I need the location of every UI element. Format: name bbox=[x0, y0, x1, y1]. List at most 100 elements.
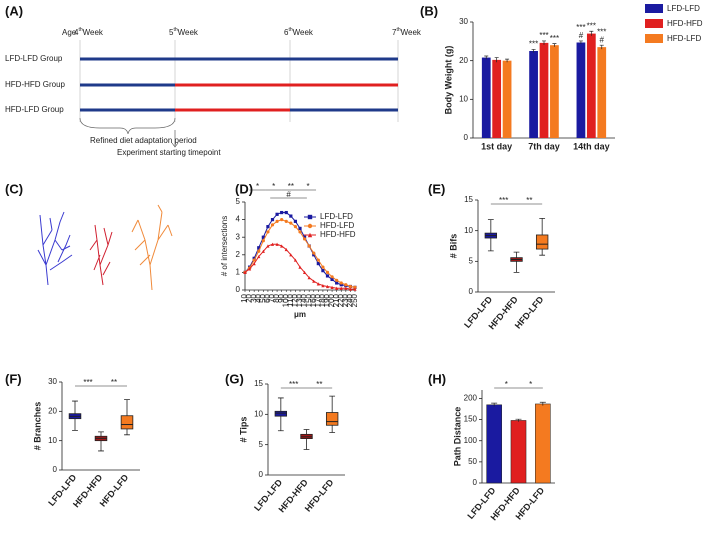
panel-label: (F) bbox=[5, 371, 22, 386]
group-label: LFD-LFD Group bbox=[5, 54, 63, 63]
significance-label: *** bbox=[499, 196, 508, 205]
marker bbox=[353, 287, 357, 291]
x-tick-label: 180 bbox=[318, 293, 327, 307]
marker bbox=[348, 287, 353, 291]
error-bar bbox=[539, 401, 546, 406]
marker bbox=[275, 219, 279, 223]
marker bbox=[257, 246, 261, 250]
marker bbox=[302, 270, 307, 274]
x-tick-label: 120 bbox=[291, 293, 300, 307]
whisker bbox=[513, 251, 520, 273]
marker bbox=[316, 282, 320, 286]
marker bbox=[298, 226, 302, 230]
y-tick-label: 10 bbox=[254, 409, 263, 418]
week-label: 7thWeek bbox=[392, 27, 422, 37]
week-number: 7 bbox=[392, 28, 397, 37]
y-tick-label: 30 bbox=[48, 377, 57, 386]
significance-label: *** bbox=[539, 31, 548, 40]
error-bar bbox=[505, 58, 510, 63]
significance-label: *** bbox=[289, 380, 298, 389]
significance-label: * bbox=[256, 182, 259, 191]
x-tick-label: 1st day bbox=[481, 141, 512, 151]
marker bbox=[335, 286, 339, 290]
box bbox=[535, 234, 549, 250]
marker bbox=[280, 210, 284, 215]
marker bbox=[353, 285, 357, 289]
bar bbox=[510, 420, 527, 484]
y-tick-label: 0 bbox=[259, 470, 264, 479]
marker bbox=[335, 278, 339, 282]
legend-swatch bbox=[645, 4, 663, 13]
box bbox=[274, 410, 288, 417]
significance-label: # bbox=[600, 35, 605, 44]
whisker bbox=[98, 431, 104, 452]
marker bbox=[344, 286, 348, 290]
significance-label: * bbox=[529, 380, 532, 389]
marker bbox=[293, 258, 298, 262]
x-tick-label: 210 bbox=[332, 293, 341, 307]
week-unit: Week bbox=[178, 28, 199, 37]
week-label: 6thWeek bbox=[284, 27, 314, 37]
significance-label: # bbox=[286, 190, 291, 199]
marker bbox=[261, 239, 265, 243]
marker bbox=[293, 219, 298, 223]
y-tick-label: 200 bbox=[464, 394, 478, 403]
marker bbox=[257, 249, 261, 253]
marker bbox=[252, 258, 256, 262]
x-tick-label: 230 bbox=[341, 293, 350, 307]
marker bbox=[280, 218, 284, 222]
marker bbox=[330, 285, 334, 289]
marker bbox=[280, 244, 284, 248]
marker bbox=[270, 242, 275, 246]
legend-label: HFD-LFD bbox=[667, 34, 701, 43]
y-tick-label: 2 bbox=[236, 250, 241, 259]
box bbox=[120, 415, 134, 430]
marker bbox=[312, 279, 316, 283]
significance-label: *** bbox=[529, 40, 538, 49]
bar bbox=[502, 60, 512, 138]
significance-label: *** bbox=[576, 23, 585, 32]
age-label: Age bbox=[62, 28, 77, 37]
x-tick-label: 190 bbox=[323, 293, 332, 307]
y-tick-label: 5 bbox=[259, 440, 264, 449]
marker bbox=[289, 253, 293, 257]
error-bar bbox=[589, 30, 594, 36]
marker bbox=[325, 274, 330, 278]
marker bbox=[298, 265, 302, 269]
marker bbox=[284, 247, 288, 252]
marker bbox=[344, 283, 348, 287]
significance-label: ** bbox=[316, 380, 322, 389]
bar bbox=[529, 51, 538, 138]
error-bar bbox=[542, 40, 546, 45]
box bbox=[325, 412, 339, 426]
significance-label: * bbox=[306, 182, 309, 191]
marker bbox=[261, 235, 265, 239]
significance-label: *** bbox=[550, 34, 559, 43]
bar bbox=[535, 403, 551, 484]
significance-label: *** bbox=[597, 27, 606, 36]
bar bbox=[481, 57, 491, 138]
y-axis-label: # Branches bbox=[32, 402, 42, 451]
marker bbox=[284, 219, 288, 223]
legend-label: LFD-LFD bbox=[667, 4, 700, 13]
y-tick-label: 150 bbox=[464, 415, 478, 424]
marker bbox=[325, 270, 330, 274]
week-unit: Week bbox=[401, 28, 422, 37]
y-tick-label: 3 bbox=[236, 232, 241, 241]
x-tick-label: 170 bbox=[313, 293, 322, 307]
week-label: 4thWeek bbox=[74, 27, 104, 37]
y-tick-label: 0 bbox=[469, 287, 474, 296]
marker bbox=[252, 262, 256, 266]
panel-label: (G) bbox=[225, 371, 244, 386]
marker bbox=[330, 277, 334, 282]
panel-label: (B) bbox=[420, 3, 438, 18]
error-bar bbox=[578, 40, 583, 45]
marker bbox=[270, 223, 275, 227]
marker bbox=[335, 281, 339, 285]
y-tick-label: 50 bbox=[468, 457, 477, 466]
marker bbox=[261, 249, 265, 253]
week-suffix: th bbox=[396, 27, 400, 33]
marker bbox=[339, 281, 343, 285]
x-tick-label: 200 bbox=[327, 293, 336, 307]
week-unit: Week bbox=[293, 28, 314, 37]
